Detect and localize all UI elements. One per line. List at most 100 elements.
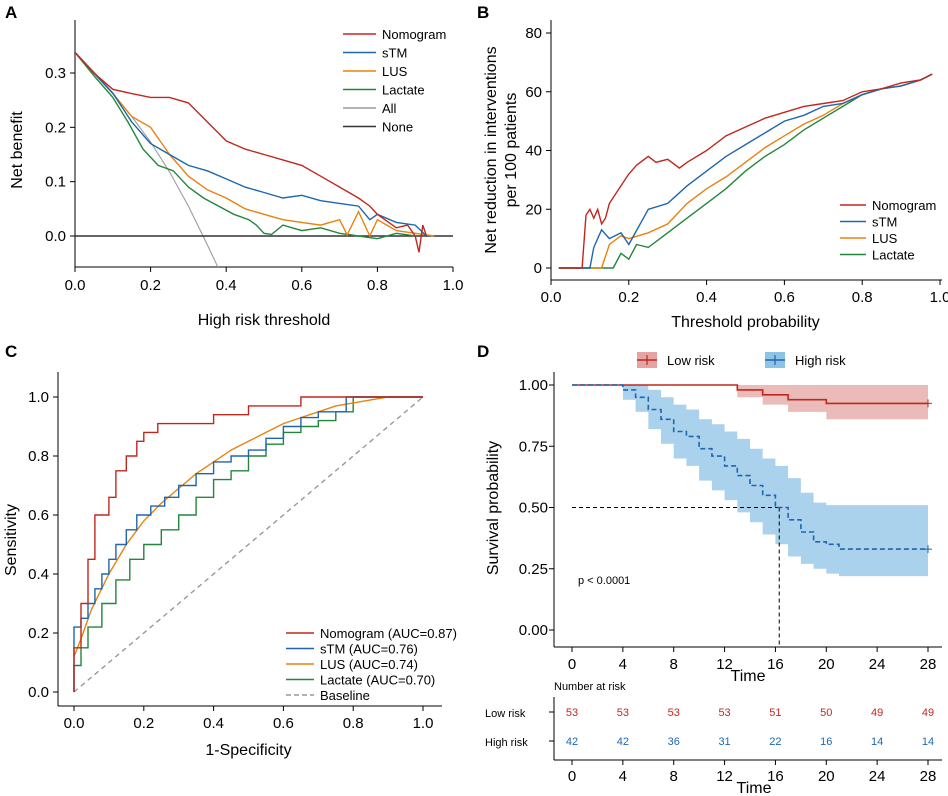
panel-c-x-tick-label: 0.0 bbox=[64, 715, 85, 732]
panel-c-y-tick-label: 0.8 bbox=[28, 448, 49, 465]
panel-b-line-stm bbox=[558, 73, 933, 269]
panel-a-x-tick-label: 0.2 bbox=[140, 277, 161, 294]
panel-b-net-reduction: B 0.0 0.2 0.4 0.6 0.8 1.0 0 20 40 60 80 Threshold pr… bbox=[477, 3, 948, 331]
panel-d-y-tick-label: 0.00 bbox=[519, 622, 548, 639]
panel-a-net-benefit: A 0.0 0.2 0.4 0.6 0.8 1.0 0.0 0.1 0.2 0.3 High risk… bbox=[5, 3, 463, 329]
panel-a-x-tick-label: 1.0 bbox=[443, 277, 464, 294]
panel-d-p-value: p < 0.0001 bbox=[578, 575, 630, 587]
panel-c-y-tick-label: 0.4 bbox=[28, 566, 49, 583]
panel-a-x-axis-title: High risk threshold bbox=[198, 312, 331, 329]
panel-a-letter: A bbox=[5, 3, 17, 22]
panel-a-legend-label-all: All bbox=[382, 101, 397, 116]
panel-c-line-lactate bbox=[73, 396, 423, 692]
panel-a-y-tick-label: 0.1 bbox=[45, 174, 66, 191]
panel-c-legend-label-nomogram: Nomogram (AUC=0.87) bbox=[320, 626, 457, 641]
panel-d-risk-value: 53 bbox=[668, 707, 680, 719]
panel-a-x-tick-label: 0.4 bbox=[216, 277, 237, 294]
panel-d-risk-value: 53 bbox=[718, 707, 730, 719]
panel-a-x-tick-label: 0.6 bbox=[291, 277, 312, 294]
panel-a-legend-label-lactate: Lactate bbox=[382, 83, 425, 98]
panel-d-risk-row-label: High risk bbox=[485, 737, 528, 749]
panel-b-line-nomogram bbox=[558, 73, 933, 269]
panel-b-legend-label-lactate: Lactate bbox=[872, 248, 915, 263]
panel-a-x-tick-label: 0.8 bbox=[367, 277, 388, 294]
panel-d-risk-value: 51 bbox=[769, 707, 781, 719]
panel-b-y-axis-title-line-1: Net reduction in interventions bbox=[483, 46, 500, 253]
panel-b-x-tick-label: 0.4 bbox=[696, 289, 717, 306]
panel-c-line-stm bbox=[73, 396, 423, 692]
panel-a-y-tick-label: 0.0 bbox=[45, 228, 66, 245]
panel-a-plot-area bbox=[75, 51, 453, 267]
panel-d-x-tick-label: 20 bbox=[818, 656, 835, 673]
panel-b-x-tick-label: 0.8 bbox=[852, 289, 873, 306]
panel-d-y-tick-label: 0.75 bbox=[519, 438, 548, 455]
panel-b-x-axis-title: Threshold probability bbox=[671, 314, 820, 331]
panel-b-x-tick-label: 0.6 bbox=[774, 289, 795, 306]
panel-d-x-tick-label: 12 bbox=[716, 656, 733, 673]
panel-d-risk-value: 31 bbox=[718, 736, 730, 748]
panel-a-y-tick-label: 0.3 bbox=[45, 65, 66, 82]
panel-d-letter: D bbox=[477, 342, 489, 361]
panel-c-legend-label-stm: sTM (AUC=0.76) bbox=[320, 642, 418, 657]
panel-d-risk-x-tick-label: 4 bbox=[619, 768, 627, 785]
panel-d-x-tick-label: 16 bbox=[767, 656, 784, 673]
panel-d-risk-value: 36 bbox=[668, 736, 680, 748]
panel-a-line-stm bbox=[75, 51, 427, 237]
panel-b-y-tick-label: 40 bbox=[525, 143, 542, 160]
panel-d-curve-low_risk bbox=[572, 384, 928, 405]
panel-d-risk-x-tick-label: 16 bbox=[767, 768, 784, 785]
panel-b-y-tick-label: 60 bbox=[525, 84, 542, 101]
panel-b-legend-label-nomogram: Nomogram bbox=[872, 198, 936, 213]
panel-c-x-tick-label: 0.4 bbox=[203, 715, 224, 732]
panel-d-x-tick-label: 24 bbox=[869, 656, 886, 673]
panel-c-y-tick-label: 1.0 bbox=[28, 389, 49, 406]
panel-c-roc: C 0.0 0.2 0.4 0.6 0.8 1.0 0.0 0.2 0.4 0.6 0.8 1.0 1-S… bbox=[3, 342, 457, 759]
panel-b-y-tick-label: 20 bbox=[525, 201, 542, 218]
panel-c-x-tick-label: 0.2 bbox=[133, 715, 154, 732]
panel-a-line-nomogram bbox=[75, 51, 428, 253]
panel-b-x-tick-label: 0.2 bbox=[618, 289, 639, 306]
panel-a-legend-label-nomogram: Nomogram bbox=[382, 27, 446, 42]
panel-d-risk-x-tick-label: 0 bbox=[568, 768, 576, 785]
panel-d-risk-value: 50 bbox=[820, 707, 832, 719]
panel-d-risk-x-tick-label: 20 bbox=[818, 768, 835, 785]
panel-d-risk-table-title: Number at risk bbox=[554, 681, 626, 693]
panel-d-risk-value: 49 bbox=[922, 707, 934, 719]
panel-c-y-tick-label: 0.6 bbox=[28, 507, 49, 524]
panel-d-risk-x-tick-label: 12 bbox=[716, 768, 733, 785]
panel-d-risk-value: 53 bbox=[617, 707, 629, 719]
panel-d-curve-high_risk bbox=[572, 384, 928, 550]
panel-c-x-tick-label: 0.8 bbox=[343, 715, 364, 732]
panel-d-risk-x-axis-title: Time bbox=[737, 780, 772, 796]
panel-a-y-axis-title: Net benefit bbox=[9, 111, 26, 189]
panel-d-y-tick-label: 0.50 bbox=[519, 500, 548, 517]
panel-b-letter: B bbox=[477, 3, 489, 22]
panel-c-y-tick-label: 0.2 bbox=[28, 625, 49, 642]
panel-c-x-tick-label: 1.0 bbox=[413, 715, 434, 732]
panel-d-y-tick-label: 1.00 bbox=[519, 377, 548, 394]
panel-d-risk-value: 14 bbox=[871, 736, 883, 748]
panel-c-legend-label-lus: LUS (AUC=0.74) bbox=[320, 657, 418, 672]
panel-d-band-low_risk bbox=[572, 385, 928, 420]
panel-c-y-tick-label: 0.0 bbox=[28, 684, 49, 701]
panel-d-risk-value: 42 bbox=[617, 736, 629, 748]
panel-d-y-axis-title: Survival probability bbox=[485, 441, 502, 575]
panel-d-risk-value: 14 bbox=[922, 736, 934, 748]
panel-d-legend-label-low_risk: Low risk bbox=[667, 353, 715, 368]
panel-d-risk-value: 16 bbox=[820, 736, 832, 748]
panel-d-risk-value: 42 bbox=[566, 736, 578, 748]
panel-b-y-tick-label: 0 bbox=[534, 260, 542, 277]
panel-c-line-lus bbox=[73, 396, 423, 657]
panel-d-x-tick-label: 0 bbox=[568, 656, 576, 673]
panel-c-legend-label-lactate: Lactate (AUC=0.70) bbox=[320, 673, 435, 688]
panel-b-x-tick-label: 0.0 bbox=[541, 289, 562, 306]
panel-d-survival: D Low risk High risk 0 4 8 12 16 20 24 28 0.00 0.25 0… bbox=[477, 342, 942, 796]
panel-b-x-tick-label: 1.0 bbox=[930, 289, 948, 306]
panel-d-risk-row-label: Low risk bbox=[485, 708, 526, 720]
panel-d-risk-x-tick-label: 8 bbox=[670, 768, 678, 785]
panel-d-y-tick-label: 0.25 bbox=[519, 561, 548, 578]
panel-d-risk-value: 53 bbox=[566, 707, 578, 719]
panel-d-x-axis-title: Time bbox=[731, 668, 766, 685]
panel-b-y-tick-label: 80 bbox=[525, 25, 542, 42]
